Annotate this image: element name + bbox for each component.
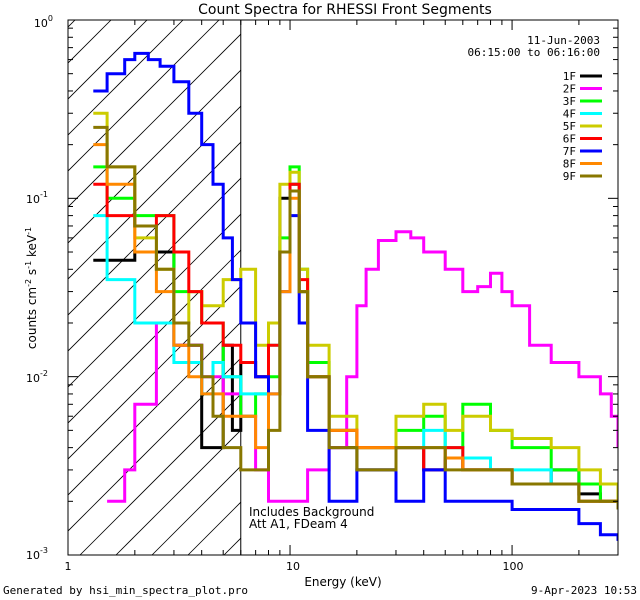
chart-title: Count Spectra for RHESSI Front Segments bbox=[198, 2, 492, 18]
legend-label-8F: 8F bbox=[563, 158, 576, 171]
legend-label-5F: 5F bbox=[563, 120, 576, 133]
x-tick-label-2: 100 bbox=[503, 560, 524, 573]
y-tick-labels: 100 10-1 10-2 10-3 bbox=[26, 14, 53, 562]
legend-label-2F: 2F bbox=[563, 83, 576, 96]
series-layer bbox=[93, 51, 618, 541]
annotation-attenuator: Att A1, FDeam 4 bbox=[249, 517, 348, 531]
hatch-line bbox=[68, 141, 241, 316]
hatch-line bbox=[68, 69, 241, 244]
annotation-background: Includes Background bbox=[249, 505, 374, 519]
axis-ticks bbox=[67, 19, 619, 556]
series-9F bbox=[93, 125, 618, 510]
hatch-line bbox=[68, 33, 241, 208]
legend-label-3F: 3F bbox=[563, 95, 576, 108]
annotation-date: 11-Jun-2003 bbox=[527, 34, 600, 47]
hatch-line bbox=[68, 249, 241, 424]
y-tick-label-3: 10-3 bbox=[26, 546, 48, 562]
legend-label-1F: 1F bbox=[563, 70, 576, 83]
x-tick-labels: 1 10 100 bbox=[65, 560, 524, 573]
y-axis-label: counts cm-2 s-1 keV-1 bbox=[24, 227, 39, 349]
y-tick-label-1: 10-1 bbox=[26, 190, 48, 206]
hatch-line bbox=[79, 393, 241, 555]
legend-label-6F: 6F bbox=[563, 133, 576, 146]
legend-label-7F: 7F bbox=[563, 145, 576, 158]
y-tick-label-0: 100 bbox=[34, 14, 53, 30]
hatch-line bbox=[68, 213, 241, 388]
legend-label-4F: 4F bbox=[563, 108, 576, 121]
legend-label-9F: 9F bbox=[563, 170, 576, 183]
x-tick-label-0: 1 bbox=[65, 560, 72, 573]
hatch-line bbox=[68, 20, 184, 136]
hatch-line bbox=[115, 429, 241, 555]
x-axis-label: Energy (keV) bbox=[304, 575, 381, 589]
plot-frame bbox=[67, 19, 619, 556]
y-tick-label-2: 10-2 bbox=[26, 369, 48, 385]
footer-timestamp: 9-Apr-2023 10:53 bbox=[531, 584, 637, 597]
x-tick-label-1: 10 bbox=[286, 560, 300, 573]
hatch-line bbox=[68, 321, 241, 496]
annotation-time-range: 06:15:00 to 06:16:00 bbox=[468, 46, 600, 59]
hatch-line bbox=[68, 20, 220, 172]
footer-generated-by: Generated by hsi_min_spectra_plot.pro bbox=[3, 584, 248, 597]
